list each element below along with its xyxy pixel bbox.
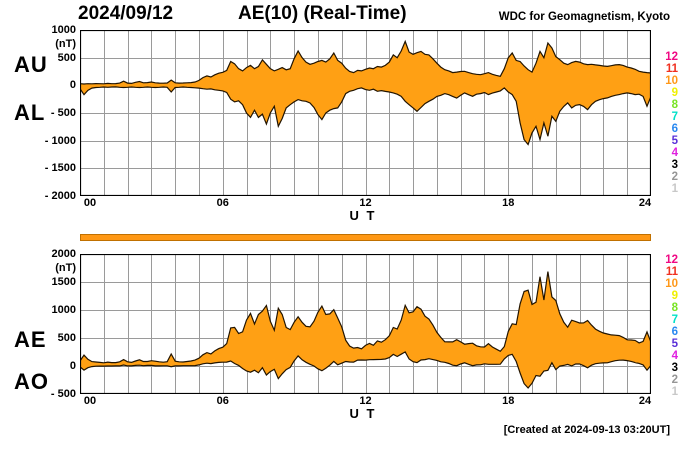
y-tick-label: - 500 [50, 107, 76, 119]
al-axis-label: AL [14, 100, 46, 125]
station-count-value: 5 [671, 135, 678, 147]
station-count-value: 1 [671, 386, 678, 398]
y-tick-label: 1000 [51, 24, 76, 36]
station-count-value: 6 [671, 123, 678, 135]
x-tick-label: 12 [359, 395, 372, 407]
plot-frame [80, 254, 651, 394]
page-title: AE(10) (Real-Time) [238, 3, 407, 24]
x-tick-label: 06 [216, 197, 229, 209]
date-label: 2024/09/12 [78, 3, 174, 24]
station-count-value: 2 [671, 374, 678, 386]
y-tick-label: 0 [69, 360, 76, 372]
station-count-value: 10 [665, 278, 678, 290]
lower-envelope-line [80, 351, 651, 389]
x-tick-label: 18 [502, 197, 515, 209]
station-count-value: 8 [671, 302, 678, 314]
ae-ao-chart [80, 254, 651, 394]
y-tick-label: - 500 [50, 388, 76, 400]
station-count-value: 8 [671, 99, 678, 111]
au-axis-label: AU [14, 52, 48, 77]
station-count-value: 1 [671, 183, 678, 195]
y-tick-label: 2000 [51, 248, 76, 260]
ao-axis-label: AO [14, 369, 49, 394]
ae-axis-label: AE [14, 327, 47, 352]
x-tick-label: 12 [359, 197, 372, 209]
lower-envelope-line [80, 86, 651, 146]
station-count-value: 12 [665, 254, 678, 266]
station-count-scale-top: 12 11 10 9 8 7 6 5 4 3 2 1 [648, 51, 678, 195]
station-count-value: 11 [665, 266, 678, 278]
unit-label-bottom: (nT) [55, 262, 76, 274]
x-tick-label: 00 [83, 197, 97, 209]
plot-frame [80, 30, 651, 196]
station-count-scale-bottom: 12 11 10 9 8 7 6 5 4 3 2 1 [648, 254, 678, 398]
upper-envelope-line [80, 271, 651, 364]
station-count-value: 7 [671, 314, 678, 326]
x-tick-label: 18 [502, 395, 515, 407]
y-tick-label: 1000 [51, 304, 76, 316]
station-count-value: 11 [665, 63, 678, 75]
y-tick-label: - 2000 [44, 190, 76, 202]
upper-envelope-line [80, 39, 651, 85]
index-area [80, 41, 651, 145]
index-area [80, 271, 651, 388]
station-count-value: 3 [671, 362, 678, 374]
station-count-value: 6 [671, 326, 678, 338]
station-count-value: 10 [665, 75, 678, 87]
station-count-value: 4 [671, 350, 678, 362]
station-count-value: 4 [671, 147, 678, 159]
x-tick-label: 24 [638, 197, 652, 209]
x-tick-label: 00 [83, 395, 97, 407]
x-tick-label: 24 [638, 395, 652, 407]
unit-label-top: (nT) [55, 38, 76, 50]
y-tick-label: - 1500 [44, 162, 76, 175]
station-count-bar [80, 234, 651, 241]
station-count-value: 7 [671, 111, 678, 123]
x-tick-label: 06 [216, 395, 229, 407]
gridlines [80, 30, 651, 196]
station-count-value: 9 [671, 290, 678, 302]
y-tick-label: 500 [57, 51, 76, 64]
ut-axis-label-top: U T [349, 208, 377, 223]
station-count-value: 3 [671, 159, 678, 171]
station-count-value: 12 [665, 51, 678, 63]
ut-axis-label-bottom: U T [349, 406, 377, 421]
station-count-value: 2 [671, 171, 678, 183]
station-count-value: 9 [671, 87, 678, 99]
station-count-value: 5 [671, 338, 678, 350]
y-tick-label: - 1000 [44, 134, 76, 147]
y-tick-label: 500 [57, 332, 76, 344]
y-tick-label: 0 [69, 79, 76, 92]
y-tick-label: 1500 [51, 276, 76, 288]
au-al-chart [80, 30, 651, 196]
created-at-label: [Created at 2024-09-13 03:20UT] [503, 424, 670, 436]
observatory-label: WDC for Geomagnetism, Kyoto [498, 11, 670, 23]
